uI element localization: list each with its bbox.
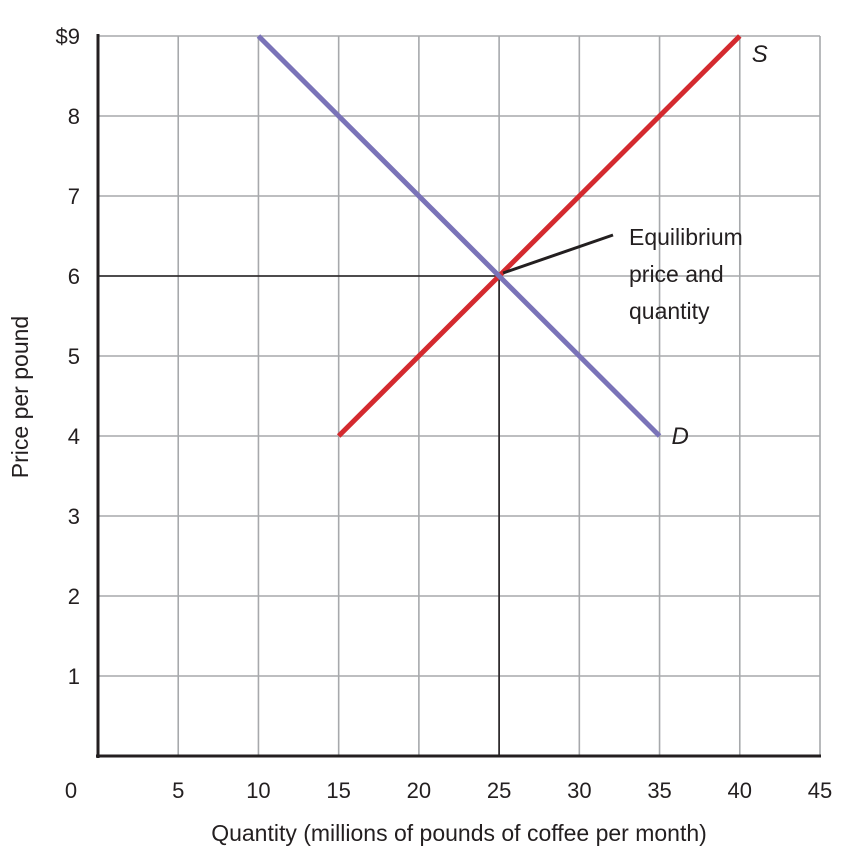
plot-background (98, 36, 820, 756)
x-tick-label-25: 25 (487, 778, 511, 803)
y-tick-labels: 1 2 3 4 5 6 7 8 $9 (56, 24, 80, 689)
x-tick-label-45: 45 (808, 778, 832, 803)
x-tick-label-40: 40 (728, 778, 752, 803)
y-tick-label-1: 1 (68, 664, 80, 689)
y-tick-label-4: 4 (68, 424, 80, 449)
plot-frame (96, 34, 821, 758)
annotation-line-1: Equilibrium (629, 224, 743, 250)
x-tick-label-20: 20 (407, 778, 431, 803)
series-label-s: S (752, 41, 768, 68)
y-tick-label-6: 6 (68, 264, 80, 289)
y-tick-label-8: 8 (68, 104, 80, 129)
x-tick-label-15: 15 (326, 778, 350, 803)
series-label-d: D (672, 423, 689, 450)
y-tick-label-3: 3 (68, 504, 80, 529)
x-tick-label-10: 10 (246, 778, 270, 803)
y-tick-label-7: 7 (68, 184, 80, 209)
x-tick-label-35: 35 (647, 778, 671, 803)
x-tick-label-30: 30 (567, 778, 591, 803)
x-tick-labels: 0 5 10 15 20 25 30 35 40 45 (65, 778, 832, 803)
annotation-group: Equilibrium price and quantity (502, 224, 743, 324)
y-axis-title: Price per pound (7, 316, 33, 478)
x-axis-title: Quantity (millions of pounds of coffee p… (211, 820, 707, 846)
series-group: SD (256, 34, 768, 450)
y-tick-label-2: 2 (68, 584, 80, 609)
annotation-line-2: price and (629, 261, 724, 287)
annotation-line-3: quantity (629, 298, 710, 324)
series-line-s (336, 34, 742, 438)
x-tick-label-0: 0 (65, 778, 77, 803)
equilibrium-guides (98, 275, 500, 756)
y-tick-label-usd-9: $9 (56, 24, 80, 49)
series-line-d (256, 34, 662, 438)
y-tick-label-5: 5 (68, 344, 80, 369)
annotation-leader-line (502, 233, 614, 275)
x-tick-label-5: 5 (172, 778, 184, 803)
